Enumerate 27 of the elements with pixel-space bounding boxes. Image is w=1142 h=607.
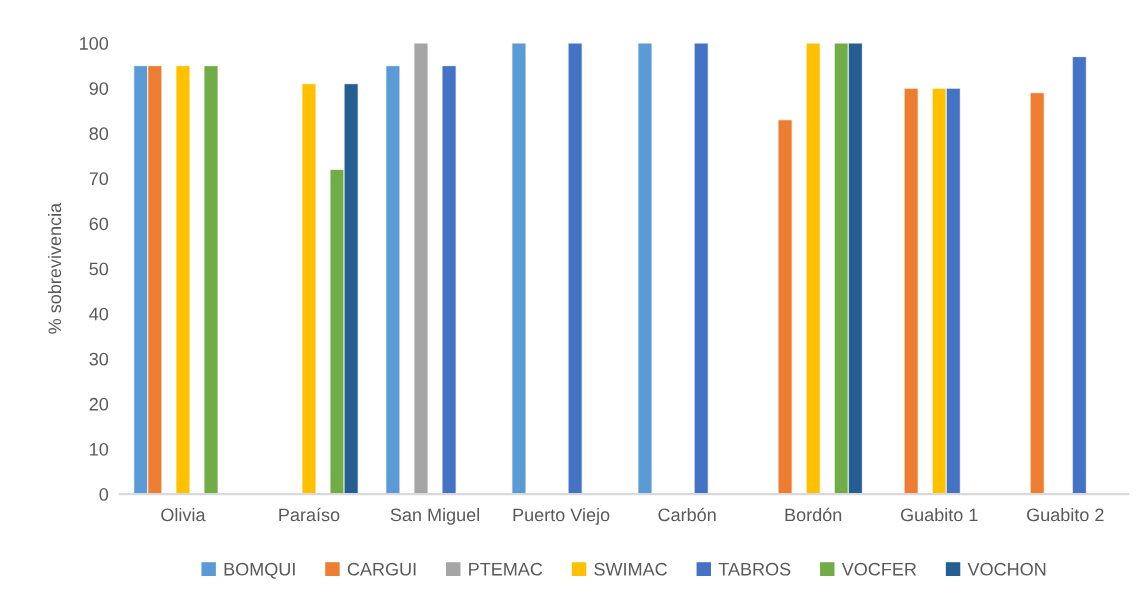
legend-label: VOCFER xyxy=(841,562,917,576)
x-tick-label: Paraíso xyxy=(279,507,340,522)
y-tick-label: 80 xyxy=(89,127,109,141)
x-tick-label: Olivia xyxy=(161,507,206,522)
x-tick-label: Puerto Viejo xyxy=(513,507,610,525)
x-tick-label: San Miguel xyxy=(390,507,479,525)
x-tick-label: Guabito 2 xyxy=(1027,507,1104,522)
y-tick-label: 50 xyxy=(89,262,109,276)
y-tick-label: 60 xyxy=(89,217,109,231)
x-tick-label: Carbón xyxy=(658,507,716,522)
y-tick-label: 70 xyxy=(89,172,109,186)
legend-label: PTEMAC xyxy=(469,562,543,576)
y-tick-label: 10 xyxy=(90,442,109,456)
y-tick-label: 20 xyxy=(89,397,109,411)
legend-label: VOCHON xyxy=(967,562,1046,576)
legend-label: CARGUI xyxy=(347,562,416,576)
y-tick-label: 100 xyxy=(80,37,109,50)
legend-label: BOMQUI xyxy=(224,562,295,579)
x-tick-label: Guabito 1 xyxy=(900,507,978,522)
y-tick-label: 30 xyxy=(89,352,109,366)
legend-label: SWIMAC xyxy=(594,562,667,576)
legend-label: TABROS xyxy=(718,562,791,576)
y-tick-label: 90 xyxy=(89,82,109,95)
x-tick-label: Bordón xyxy=(785,507,842,522)
y-tick-label: 40 xyxy=(89,307,109,321)
y-tick-label: 0 xyxy=(99,488,109,501)
y-axis-title: % sobrevivencia xyxy=(47,202,62,334)
